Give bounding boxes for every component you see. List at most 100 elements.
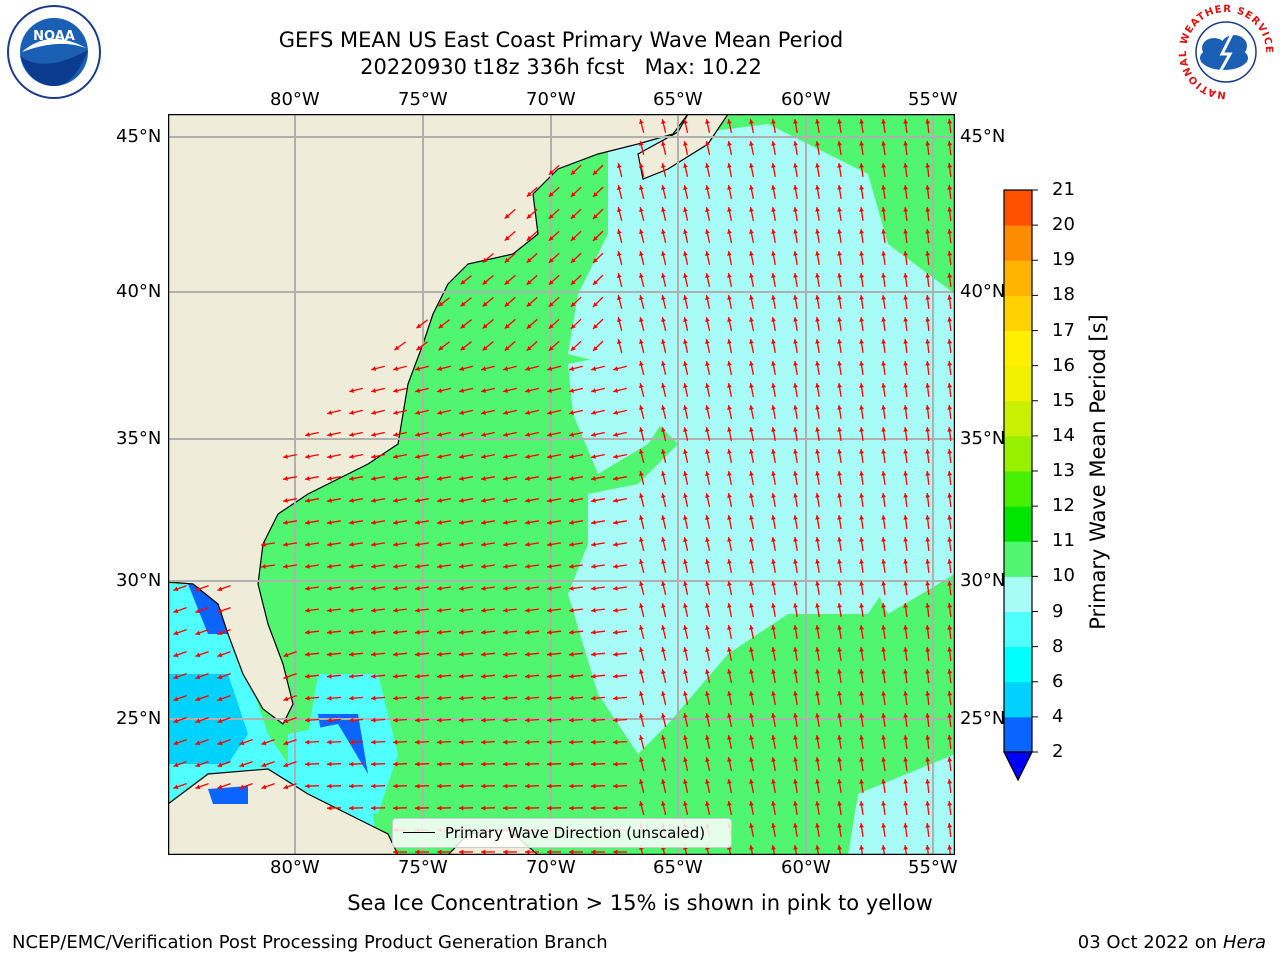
wave-direction-arrowhead	[771, 339, 776, 344]
wave-direction-arrowhead	[661, 207, 666, 212]
wave-direction-arrowhead	[591, 586, 596, 591]
wave-direction-arrowhead	[771, 229, 776, 234]
wave-direction-arrowhead	[705, 295, 710, 300]
wave-direction-arrowhead	[683, 603, 688, 608]
wave-direction-arrowhead	[591, 366, 597, 371]
wave-direction-arrowhead	[547, 761, 552, 767]
wave-direction-arrowhead	[613, 520, 618, 525]
wave-direction-arrowhead	[947, 471, 953, 476]
wave-direction-arrowhead	[705, 515, 710, 520]
wave-direction-arrowhead	[925, 669, 931, 674]
wave-direction-arrowhead	[525, 717, 530, 723]
wave-direction-arrowhead	[217, 784, 223, 790]
wave-direction-arrowhead	[416, 345, 422, 351]
wave-direction-arrowhead	[771, 185, 776, 190]
wave-direction-arrowhead	[859, 207, 864, 212]
wave-direction-arrowhead	[613, 608, 618, 613]
wave-direction-arrowhead	[327, 783, 332, 789]
colorbar-tick-label: 13	[1052, 460, 1075, 481]
wave-direction-arrowhead	[591, 629, 596, 635]
wave-direction-arrowhead	[569, 695, 574, 701]
wave-direction-arrowhead	[617, 163, 622, 169]
wave-direction-arrowhead	[793, 493, 798, 498]
wave-direction-arrowhead	[793, 603, 798, 608]
wave-direction-arrowhead	[771, 537, 776, 542]
wave-direction-arrowhead	[349, 783, 354, 789]
wave-direction-arrowhead	[881, 427, 886, 432]
wave-direction-arrowhead	[903, 119, 908, 124]
wave-direction-arrowhead	[569, 410, 574, 415]
wave-direction-arrowhead	[903, 273, 908, 278]
wave-direction-arrowhead	[881, 361, 886, 366]
wave-direction-arrowhead	[591, 695, 596, 701]
wave-direction-arrowhead	[371, 454, 376, 459]
wave-direction-arrowhead	[438, 323, 444, 329]
wave-direction-arrowhead	[459, 498, 464, 503]
wave-direction-arrowhead	[349, 805, 354, 811]
wave-direction-arrowhead	[837, 801, 842, 806]
wave-direction-arrowhead	[173, 718, 179, 724]
wave-direction-arrowhead	[437, 695, 442, 701]
wave-direction-arrowhead	[503, 761, 508, 767]
wave-direction-arrowhead	[525, 651, 530, 657]
wave-direction-arrowhead	[569, 366, 575, 371]
wave-direction-arrowhead	[371, 366, 377, 371]
noaa-text: NOAA	[33, 29, 75, 44]
wave-direction-arrowhead	[881, 207, 886, 212]
wave-direction-arrowhead	[371, 608, 376, 613]
wave-direction-arrowhead	[749, 163, 754, 168]
wave-direction-arrowhead	[503, 564, 508, 569]
wave-direction-arrowhead	[482, 323, 488, 329]
wave-direction-arrowhead	[793, 669, 798, 674]
wave-direction-arrowhead	[569, 608, 574, 613]
wave-direction-arrowhead	[683, 317, 688, 322]
wave-direction-arrowhead	[371, 761, 376, 767]
wave-direction-arrowhead	[661, 493, 666, 498]
wave-direction-arrowhead	[173, 630, 179, 636]
map-canvas	[167, 113, 956, 856]
wave-direction-arrowhead	[239, 762, 245, 768]
wave-direction-arrowhead	[881, 119, 886, 124]
wave-direction-arrowhead	[925, 845, 931, 850]
wave-direction-arrowhead	[437, 520, 442, 525]
wave-direction-arrowhead	[349, 586, 354, 591]
wave-direction-arrowhead	[881, 713, 886, 718]
wave-direction-arrowhead	[705, 537, 710, 542]
wave-direction-arrowhead	[947, 339, 953, 344]
wave-direction-arrowhead	[437, 783, 442, 789]
wave-direction-arrowhead	[925, 251, 931, 256]
wave-direction-arrowhead	[815, 669, 820, 674]
wave-direction-arrowhead	[613, 717, 618, 723]
lon-label-bottom-60w: 60°W	[781, 857, 831, 878]
wave-direction-arrowhead	[548, 170, 554, 175]
wave-direction-arrowhead	[617, 339, 622, 345]
wave-direction-arrowhead	[793, 119, 798, 124]
wave-direction-arrowhead	[925, 141, 931, 146]
wave-direction-arrowhead	[815, 339, 820, 344]
wave-direction-arrowhead	[349, 498, 354, 503]
wave-direction-arrowhead	[261, 762, 267, 768]
wave-direction-arrowhead	[613, 542, 618, 547]
wave-direction-arrowhead	[683, 757, 688, 762]
wave-period-map	[167, 113, 956, 856]
wave-direction-arrowhead	[548, 258, 554, 263]
wave-direction-arrowhead	[683, 251, 688, 256]
wave-direction-arrowhead	[393, 498, 398, 503]
wave-direction-arrowhead	[173, 740, 179, 746]
wave-direction-arrowhead	[727, 713, 732, 718]
chart-subtitle: 20220930 t18z 336h fcst Max: 10.22	[360, 55, 762, 79]
wave-direction-arrowhead	[569, 388, 574, 393]
wave-direction-arrowhead	[903, 383, 908, 388]
wave-direction-arrowhead	[591, 849, 596, 855]
wave-direction-arrowhead	[793, 647, 798, 652]
wave-direction-arrowhead	[349, 739, 354, 745]
wave-direction-arrowhead	[613, 695, 618, 701]
wave-direction-arrowhead	[947, 229, 953, 234]
wave-direction-arrowhead	[591, 673, 596, 679]
wave-direction-arrowhead	[173, 652, 179, 658]
wave-direction-arrowhead	[639, 163, 644, 168]
footer-host: Hera	[1222, 932, 1266, 953]
wave-direction-arrowhead	[705, 581, 710, 586]
wave-direction-arrowhead	[661, 559, 666, 564]
wave-direction-arrowhead	[771, 471, 776, 476]
